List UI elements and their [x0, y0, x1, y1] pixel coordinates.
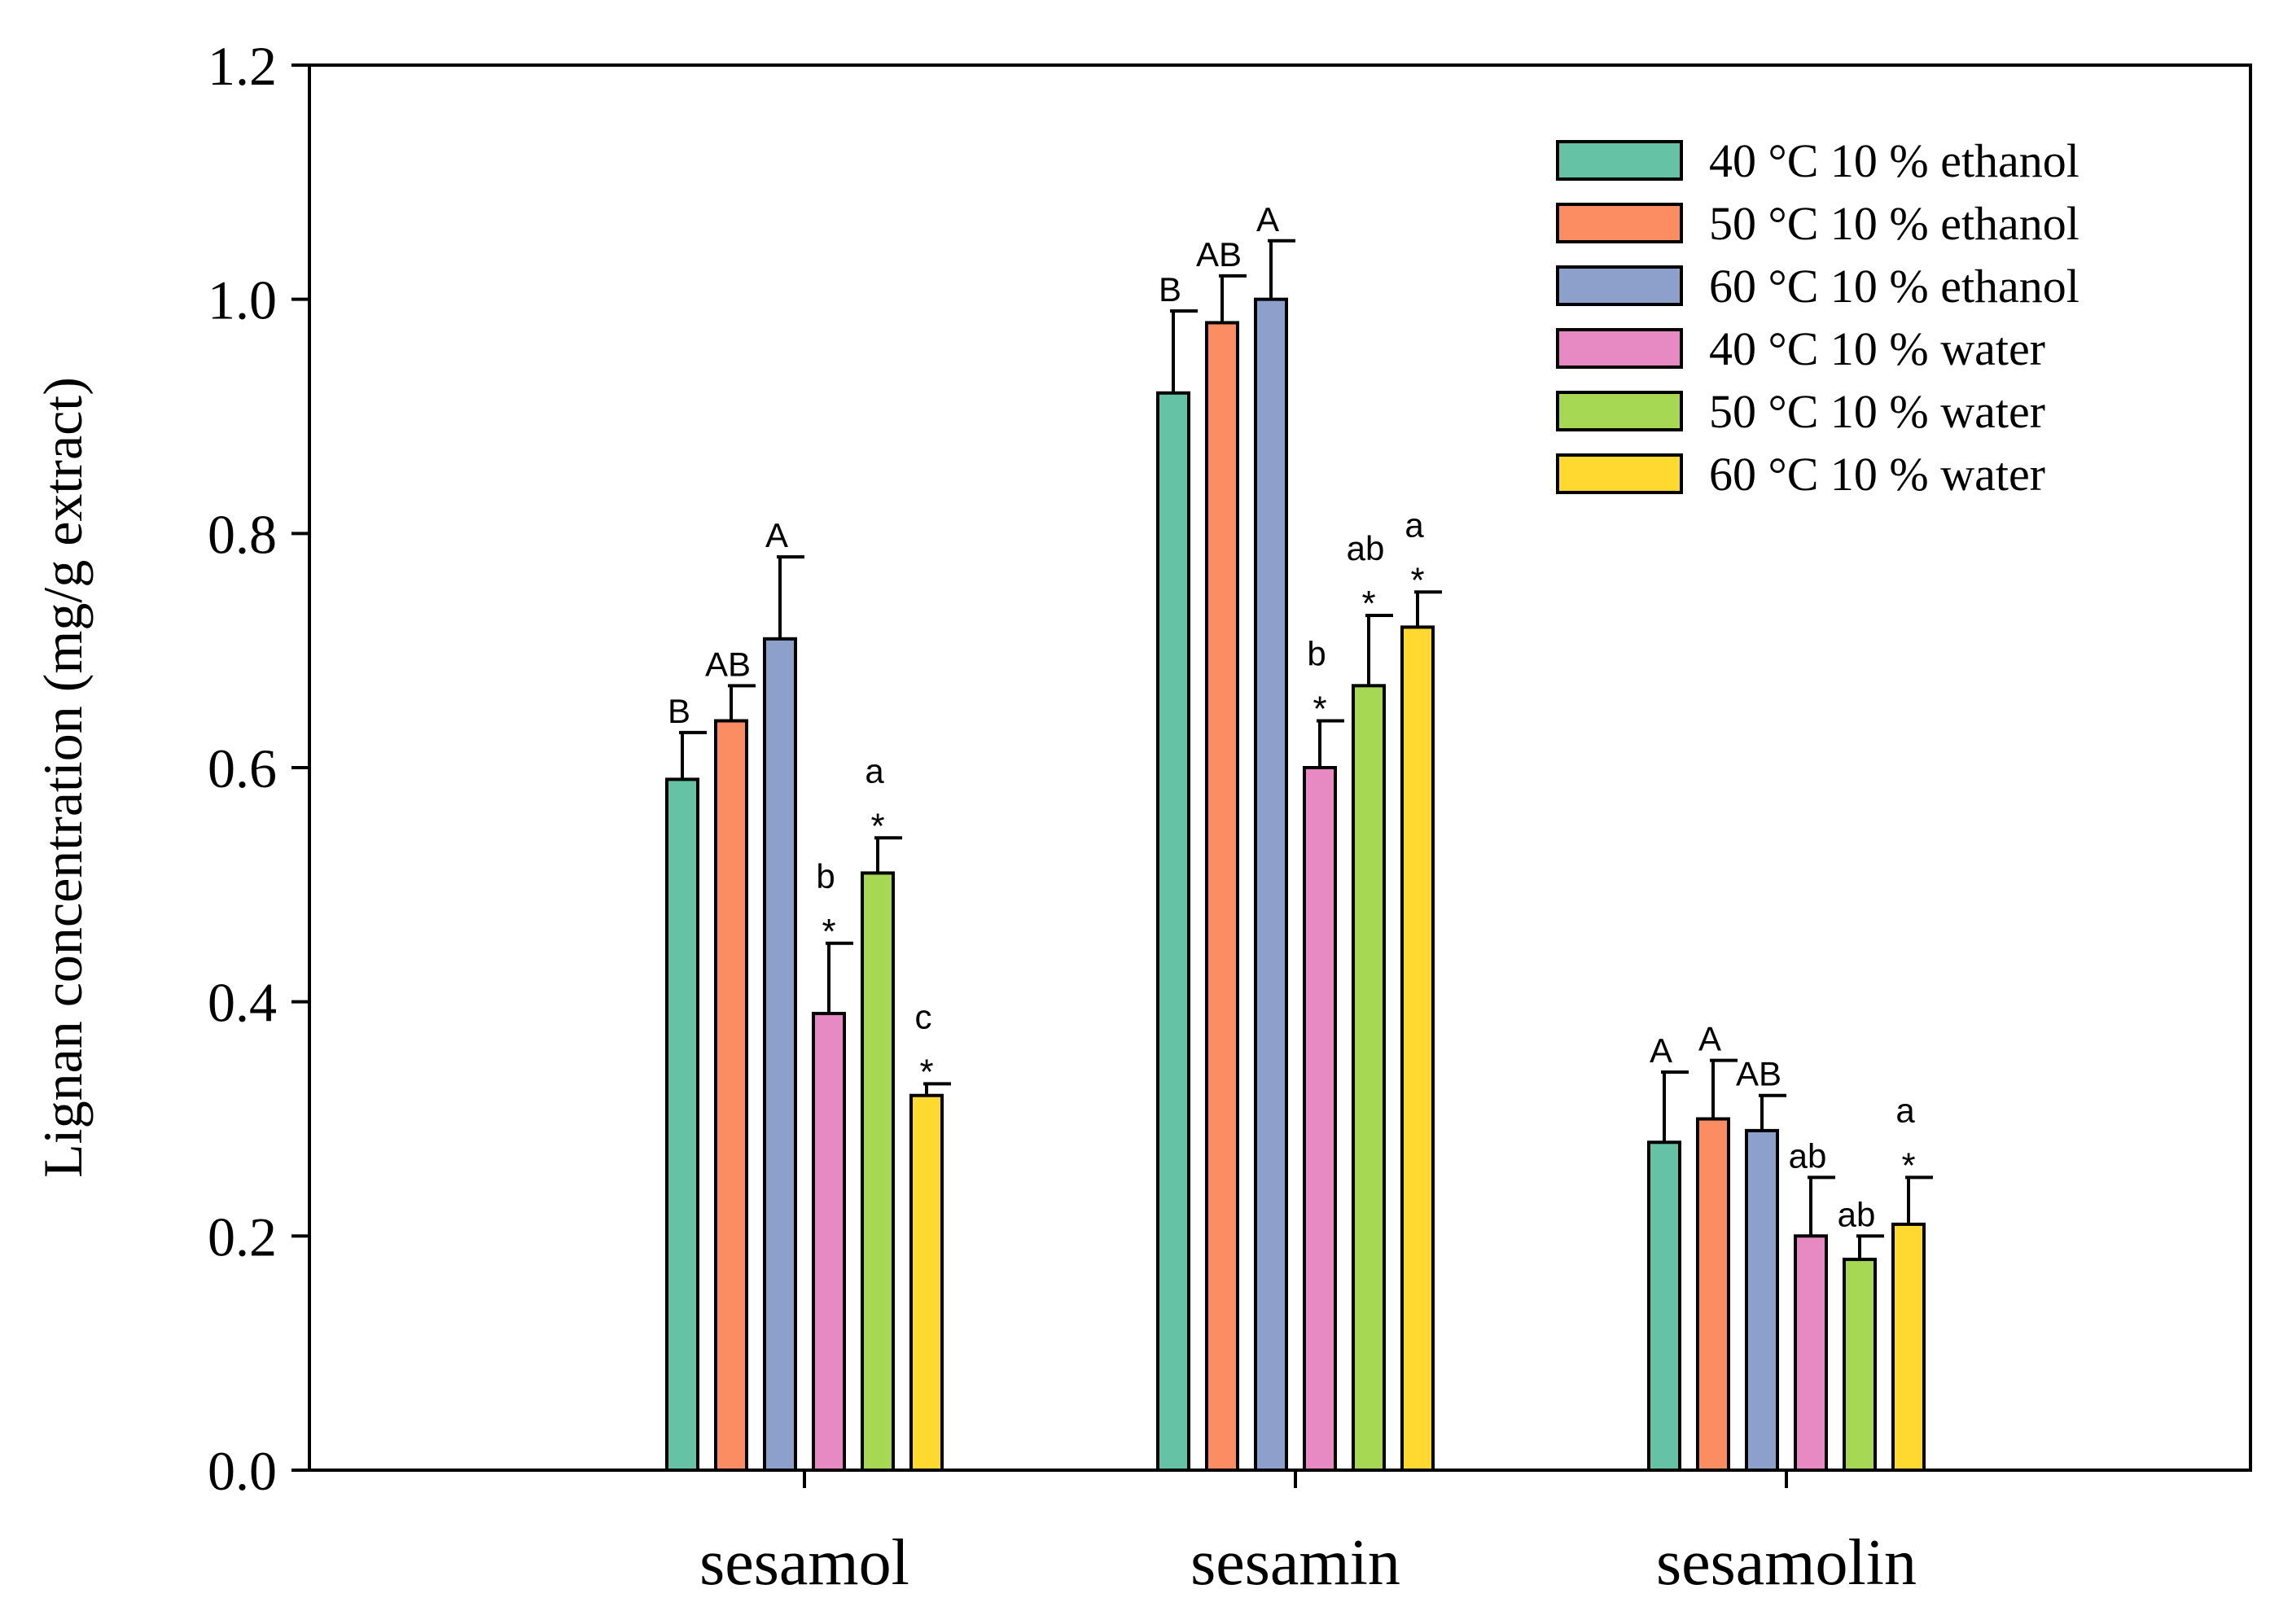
significance-letter: A — [1650, 1031, 1672, 1070]
legend-swatch-2 — [1556, 203, 1683, 243]
significance-letter: b — [816, 857, 835, 895]
significance-star: * — [1410, 560, 1424, 600]
bar-sesamol-series-4 — [812, 1012, 846, 1473]
significance-letter: A — [1698, 1020, 1721, 1058]
y-tick-label: 0.0 — [208, 1440, 277, 1502]
significance-letter: B — [1159, 270, 1181, 309]
bar-sesamol-series-2 — [714, 719, 748, 1472]
significance-star: * — [822, 912, 835, 952]
legend-label-2: 50 °C 10 % ethanol — [1709, 197, 2079, 250]
significance-star: * — [870, 806, 884, 846]
y-tick-label: 0.6 — [208, 738, 277, 799]
legend: 40 °C 10 % ethanol 50 °C 10 % ethanol 60 °… — [1556, 134, 2079, 501]
significance-star: * — [1361, 584, 1375, 624]
significance-letter: ab — [1838, 1195, 1876, 1233]
bar-sesamolin-series-3 — [1745, 1128, 1779, 1472]
y-tick-label: 1.2 — [208, 35, 277, 97]
significance-letter: AB — [1736, 1055, 1781, 1093]
significance-letter: A — [765, 516, 788, 554]
legend-label-3: 60 °C 10 % ethanol — [1709, 260, 2079, 313]
bar-sesamin-series-4 — [1303, 766, 1337, 1472]
significance-letter: a — [865, 751, 884, 790]
bar-sesamol-series-5 — [861, 871, 895, 1472]
significance-star: * — [1313, 689, 1326, 729]
significance-letter: a — [1895, 1091, 1915, 1129]
y-tick-label: 0.2 — [208, 1206, 277, 1267]
y-axis: 0.0 0.2 0.4 0.6 0.8 1.0 1.2 — [208, 35, 309, 1502]
bar-sesamolin-series-1 — [1647, 1140, 1681, 1473]
bar-sesamol-series-1 — [665, 777, 699, 1472]
y-tick-label: 1.0 — [208, 269, 277, 331]
y-tick-label: 0.8 — [208, 503, 277, 565]
bar-sesamin-series-2 — [1205, 321, 1239, 1472]
bar-sesamin-series-1 — [1156, 391, 1190, 1473]
significance-star: * — [919, 1052, 933, 1092]
legend-swatch-1 — [1556, 140, 1683, 181]
bar-sesamin-series-3 — [1254, 297, 1288, 1473]
bar-sesamolin-series-6 — [1891, 1222, 1926, 1472]
bar-sesamolin-series-5 — [1843, 1258, 1877, 1472]
legend-swatch-6 — [1556, 453, 1683, 494]
y-axis-title: Lignan concentration (mg/g extract) — [32, 377, 94, 1178]
significance-letter: ab — [1789, 1136, 1827, 1175]
x-tick-label-sesamolin: sesamolin — [1656, 1527, 1917, 1599]
bars — [665, 239, 1933, 1473]
legend-label-6: 60 °C 10 % water — [1709, 448, 2045, 501]
x-tick-label-sesamin: sesamin — [1190, 1527, 1400, 1599]
legend-swatch-4 — [1556, 328, 1683, 369]
significance-letter: AB — [705, 645, 751, 683]
bar-sesamolin-series-4 — [1794, 1234, 1828, 1473]
x-axis: sesamol sesamin sesamolin — [699, 1470, 1917, 1599]
significance-letter: B — [668, 692, 690, 730]
y-tick-label: 0.4 — [208, 972, 277, 1034]
significance-letter: a — [1405, 506, 1424, 544]
bar-sesamin-series-5 — [1352, 684, 1386, 1472]
significance-letter: c — [915, 997, 932, 1035]
legend-label-5: 50 °C 10 % water — [1709, 385, 2045, 438]
bar-sesamol-series-6 — [909, 1093, 944, 1472]
significance-letter: ab — [1347, 529, 1385, 567]
bar-sesamol-series-3 — [763, 637, 797, 1472]
legend-swatch-5 — [1556, 391, 1683, 431]
x-tick-label-sesamol: sesamol — [699, 1527, 909, 1599]
significance-letter: A — [1256, 200, 1279, 239]
legend-label-1: 40 °C 10 % ethanol — [1709, 134, 2079, 187]
significance-star: * — [1901, 1145, 1915, 1185]
significance-letter: AB — [1196, 235, 1242, 274]
significance-letter: b — [1307, 634, 1326, 672]
legend-label-4: 40 °C 10 % water — [1709, 322, 2045, 375]
bar-sesamolin-series-2 — [1696, 1117, 1730, 1472]
legend-swatch-3 — [1556, 265, 1683, 306]
bar-sesamin-series-6 — [1400, 625, 1435, 1472]
